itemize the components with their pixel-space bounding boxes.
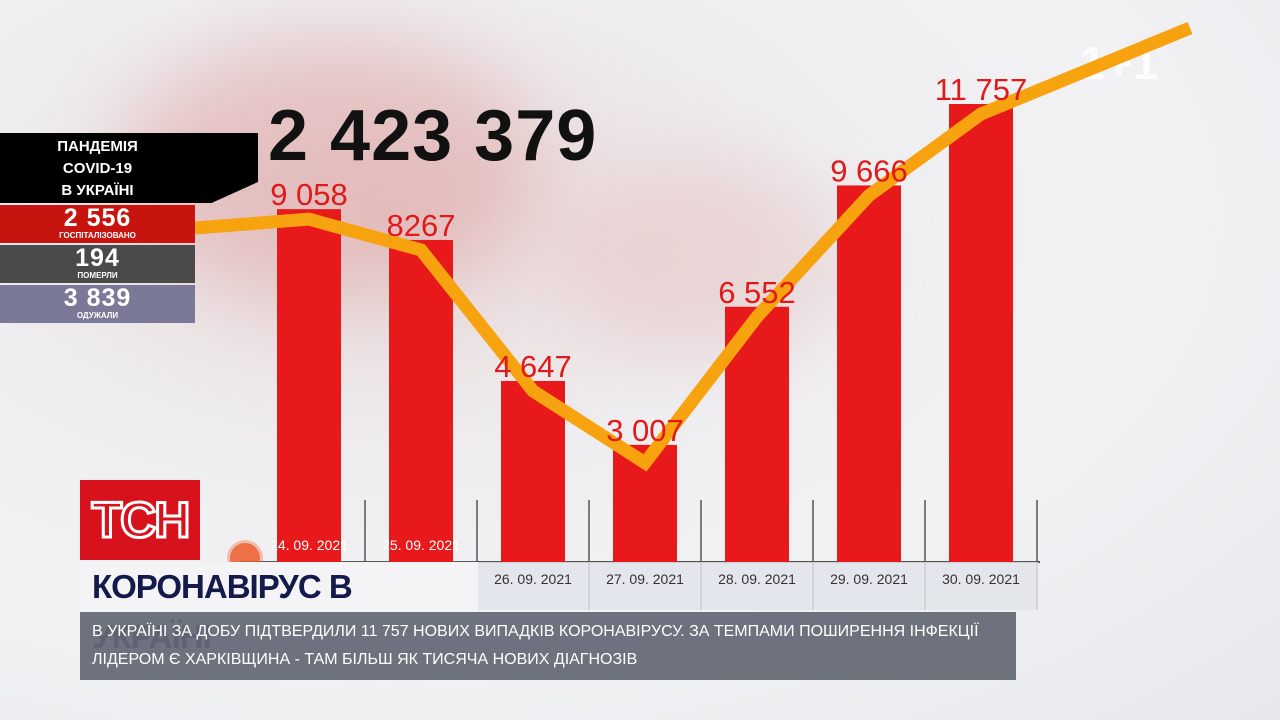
bar <box>949 104 1013 562</box>
data-label: 9 666 <box>830 153 908 188</box>
stat-label: ПОМЕРЛИ <box>77 271 118 280</box>
stat-deaths: 194 ПОМЕРЛИ <box>0 245 195 283</box>
date-axis-strip <box>478 562 1038 610</box>
trend-line <box>194 21 1193 472</box>
bar <box>837 185 901 562</box>
headline: КОРОНАВІРУС В УКРАЇНІ <box>80 562 478 655</box>
date-label: 29. 09. 2021 <box>830 571 908 587</box>
data-label: 4 647 <box>494 349 572 384</box>
data-label: 11 757 <box>935 72 1028 107</box>
data-label: 3 007 <box>606 413 684 448</box>
date-label: 24. 09. 2021 <box>270 537 348 553</box>
stat-label: ГОСПІТАЛІЗОВАНО <box>59 231 136 240</box>
data-label: 8267 <box>387 208 456 243</box>
date-label: 25. 09. 2021 <box>382 537 460 553</box>
total-cases: 2 423 379 <box>268 96 598 176</box>
bar <box>277 209 341 562</box>
panel-header-line: COVID-19 <box>62 160 133 177</box>
panel-header: ПАНДЕМІЯ COVID-19 В УКРАЇНІ <box>0 133 258 203</box>
panel-header-line: В УКРАЇНІ <box>61 182 134 199</box>
date-label: 28. 09. 2021 <box>718 571 796 587</box>
stat-hospitalized: 2 556 ГОСПІТАЛІЗОВАНО <box>0 205 195 243</box>
stat-value: 3 839 <box>63 284 132 312</box>
tsn-logo: ТСН <box>80 480 200 560</box>
date-label: 30. 09. 2021 <box>942 571 1020 587</box>
stat-value: 194 <box>75 244 120 272</box>
stat-value: 2 556 <box>63 204 132 232</box>
subtitle: В Україні за добу підтвердили 11 757 нов… <box>80 612 1016 680</box>
stat-recovered: 3 839 ОДУЖАЛИ <box>0 285 195 323</box>
data-label: 9 058 <box>270 177 348 212</box>
bar <box>389 239 453 562</box>
date-label: 26. 09. 2021 <box>494 571 572 587</box>
date-label: 27. 09. 2021 <box>606 571 684 587</box>
stat-label: ОДУЖАЛИ <box>76 311 119 320</box>
data-label: 6 552 <box>718 275 796 310</box>
panel-header-line: ПАНДЕМІЯ <box>57 138 138 155</box>
